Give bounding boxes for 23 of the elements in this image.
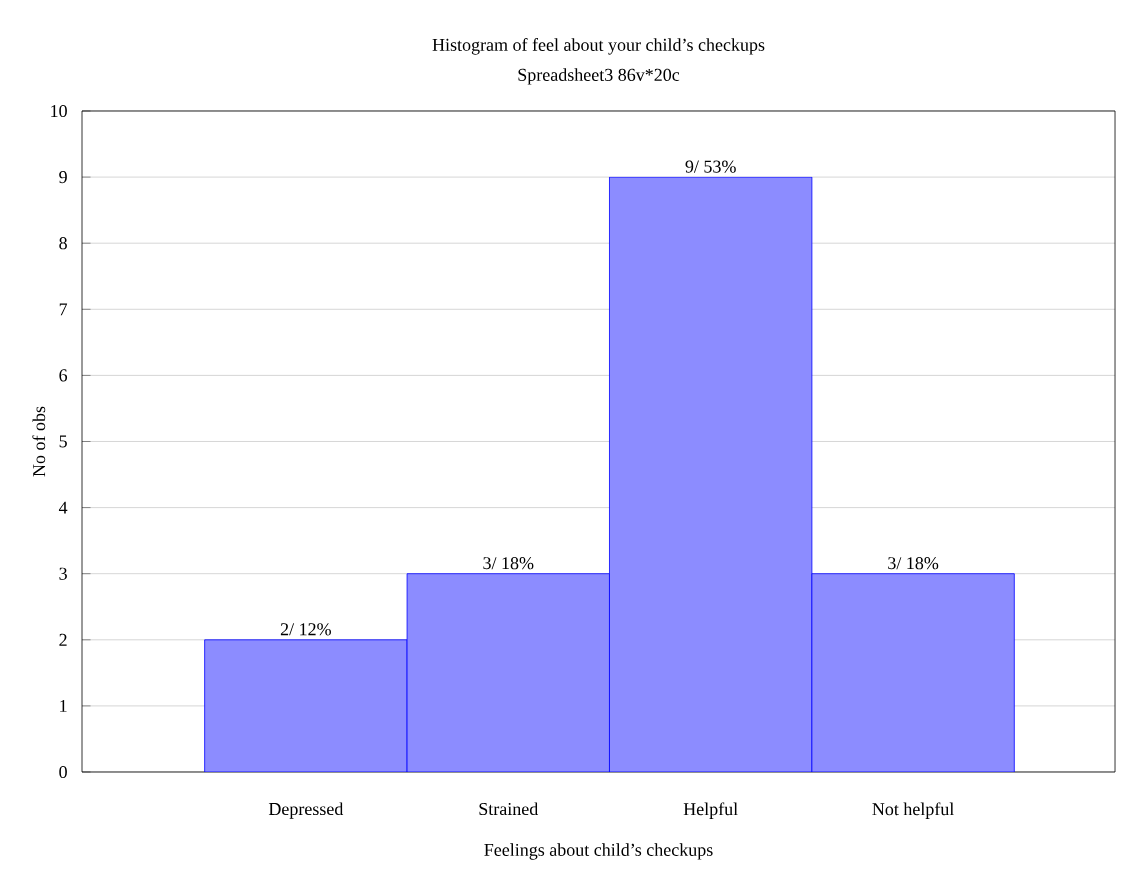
x-tick-label: Strained (479, 802, 539, 816)
y-tick-label: 1 (60, 699, 67, 712)
data-label: 3/ 18% (888, 557, 939, 570)
x-tick-label: Not helpful (872, 802, 954, 819)
x-axis-title: Feelings about child’s checkups (484, 843, 713, 860)
y-tick-label: 9 (59, 171, 67, 184)
y-tick-label: 3 (59, 567, 67, 580)
data-label: 2/ 12% (280, 623, 331, 636)
y-tick-label: 8 (59, 237, 67, 250)
chart-subtitle: Spreadsheet3 86v*20c (518, 68, 680, 85)
data-label: 3/ 18% (483, 557, 534, 570)
y-tick-label: 4 (58, 501, 68, 514)
y-tick-label: 6 (59, 369, 68, 382)
y-tick-label: 0 (59, 765, 67, 779)
y-tick-label: 7 (59, 303, 68, 316)
x-tick-label: Helpful (683, 802, 738, 819)
y-tick-label: 5 (59, 435, 67, 448)
chart-title: Histogram of feel about your child’s checkups (432, 38, 765, 55)
data-label: 9/ 53% (685, 160, 736, 173)
y-axis-title: No of obs (32, 406, 46, 477)
x-tick-label: Depressed (268, 802, 344, 819)
y-tick-label: 10 (51, 104, 67, 118)
y-tick-label: 2 (59, 633, 67, 646)
